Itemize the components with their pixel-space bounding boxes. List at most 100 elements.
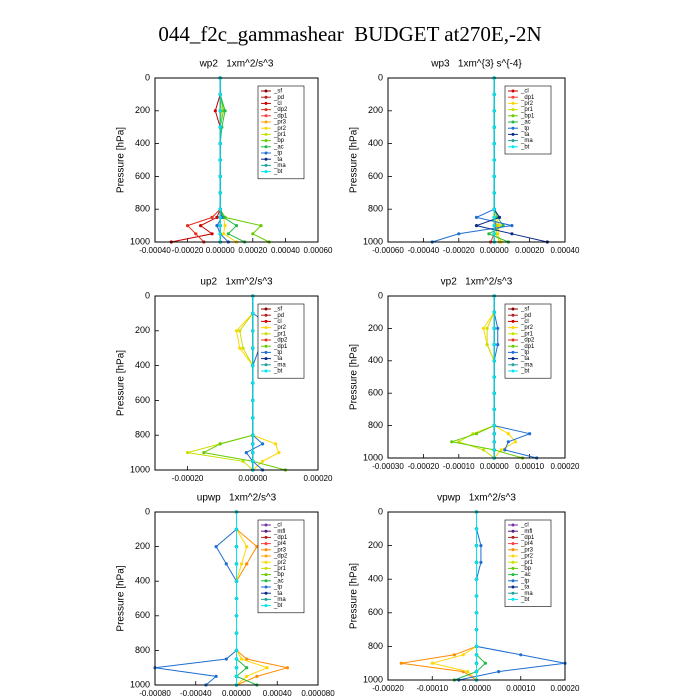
- series-marker: [474, 653, 479, 657]
- x-tick-label: -0.00040: [180, 689, 212, 698]
- legend-label: _pr1: [520, 560, 534, 566]
- y-tick-label: 1000: [363, 236, 383, 246]
- legend-marker: [511, 338, 515, 342]
- series-marker: [399, 661, 403, 665]
- y-tick-label: 400: [135, 576, 150, 586]
- series-marker: [503, 448, 507, 452]
- series-marker: [499, 448, 503, 452]
- series-marker: [218, 232, 222, 236]
- x-tick-label: 0.00000: [222, 689, 251, 698]
- legend-label: _ac: [273, 144, 284, 150]
- series-marker: [492, 343, 496, 347]
- series-marker: [245, 657, 249, 661]
- series-marker: [274, 442, 278, 446]
- series-marker: [492, 174, 496, 178]
- legend-label: _tp: [520, 350, 530, 356]
- series-marker: [492, 142, 496, 146]
- legend-label: _pr1: [273, 331, 287, 337]
- legend-marker: [264, 313, 268, 317]
- series-marker: [251, 398, 255, 402]
- legend-label: _ac: [520, 572, 531, 578]
- series-marker: [510, 232, 514, 236]
- series-marker: [234, 596, 239, 601]
- series-marker: [259, 224, 263, 228]
- y-axis-label: Pressure [hPa]: [349, 127, 360, 193]
- legend-label: _dp1: [520, 95, 535, 101]
- legend-marker: [511, 139, 515, 143]
- series-marker: [218, 215, 222, 219]
- legend-label: _bp1: [520, 113, 535, 119]
- legend-marker: [264, 319, 268, 323]
- series-marker: [450, 440, 454, 444]
- legend-marker: [511, 585, 515, 589]
- x-tick-label: -0.00010: [416, 684, 448, 693]
- plot-frame: [154, 295, 319, 471]
- legend-label: _pr2: [520, 101, 534, 107]
- legend-label: _sf: [520, 307, 529, 313]
- y-tick-label: 0: [145, 290, 150, 300]
- panel: vpwp 1xm^2/s^3 Pressure [hPa] 0 200 400 600 80…: [349, 493, 580, 693]
- plot-frame: [387, 77, 566, 243]
- x-tick-label: 0.00000: [480, 462, 509, 471]
- legend-label: _pr3: [273, 120, 287, 126]
- series-marker: [474, 594, 479, 598]
- legend-label: _dp1: [520, 535, 535, 541]
- plot-frame: [154, 511, 319, 686]
- legend-marker: [264, 170, 268, 174]
- y-tick-label: 200: [135, 325, 150, 335]
- series-marker: [452, 653, 456, 657]
- legend-label: _pd: [520, 313, 531, 319]
- series-marker: [513, 440, 518, 444]
- legend-marker: [511, 350, 515, 354]
- series-marker: [492, 359, 496, 363]
- series-marker: [492, 407, 496, 411]
- legend-marker: [264, 163, 268, 167]
- series-marker: [186, 451, 190, 455]
- series-marker: [496, 326, 500, 330]
- series-marker: [492, 432, 496, 436]
- series-marker: [492, 424, 496, 428]
- series-marker: [492, 232, 496, 236]
- series-marker: [492, 440, 496, 444]
- legend-label: _ma: [273, 597, 286, 603]
- x-tick-label: 0.00060: [304, 246, 333, 255]
- y-tick-label: 0: [378, 506, 383, 516]
- series-marker: [492, 125, 496, 129]
- legend-marker: [264, 326, 268, 330]
- series-marker: [492, 92, 496, 96]
- series-marker: [474, 544, 479, 548]
- series-marker: [245, 562, 249, 566]
- legend-marker: [511, 591, 515, 595]
- legend-label: _cl: [273, 101, 282, 107]
- legend-label: _pr2: [520, 325, 534, 331]
- series-marker: [497, 215, 502, 219]
- legend-marker: [264, 548, 268, 552]
- x-tick-label: -0.00040: [139, 246, 171, 255]
- legend-marker: [511, 307, 515, 311]
- series-marker: [492, 448, 496, 452]
- legend-label: _dp2: [273, 107, 288, 113]
- series-marker: [186, 224, 190, 228]
- legend-marker: [264, 332, 268, 336]
- panel-title: wp2 1xm^2/s^3: [199, 59, 274, 70]
- legend-label: _bt: [273, 369, 283, 375]
- series-marker: [218, 224, 222, 228]
- legend-marker: [511, 101, 515, 105]
- y-tick-label: 800: [368, 420, 383, 430]
- legend-label: _ma: [520, 362, 533, 368]
- y-tick-label: 400: [368, 355, 383, 365]
- series-marker: [221, 232, 226, 236]
- y-axis-label: Pressure [hPa]: [349, 344, 360, 410]
- legend-marker: [511, 344, 515, 348]
- legend-label: _cl: [273, 319, 282, 325]
- y-tick-label: 0: [145, 72, 150, 82]
- legend-marker: [264, 357, 268, 361]
- panel: vp2 1xm^2/s^3 Pressure [hPa] 0 200 400 600 800…: [349, 277, 580, 471]
- x-tick-label: -0.00020: [172, 474, 204, 483]
- series-marker: [223, 224, 227, 228]
- y-axis-label: Pressure [hPa]: [349, 563, 360, 629]
- legend-marker: [511, 114, 515, 118]
- series-marker: [245, 674, 249, 678]
- series-marker: [245, 666, 249, 670]
